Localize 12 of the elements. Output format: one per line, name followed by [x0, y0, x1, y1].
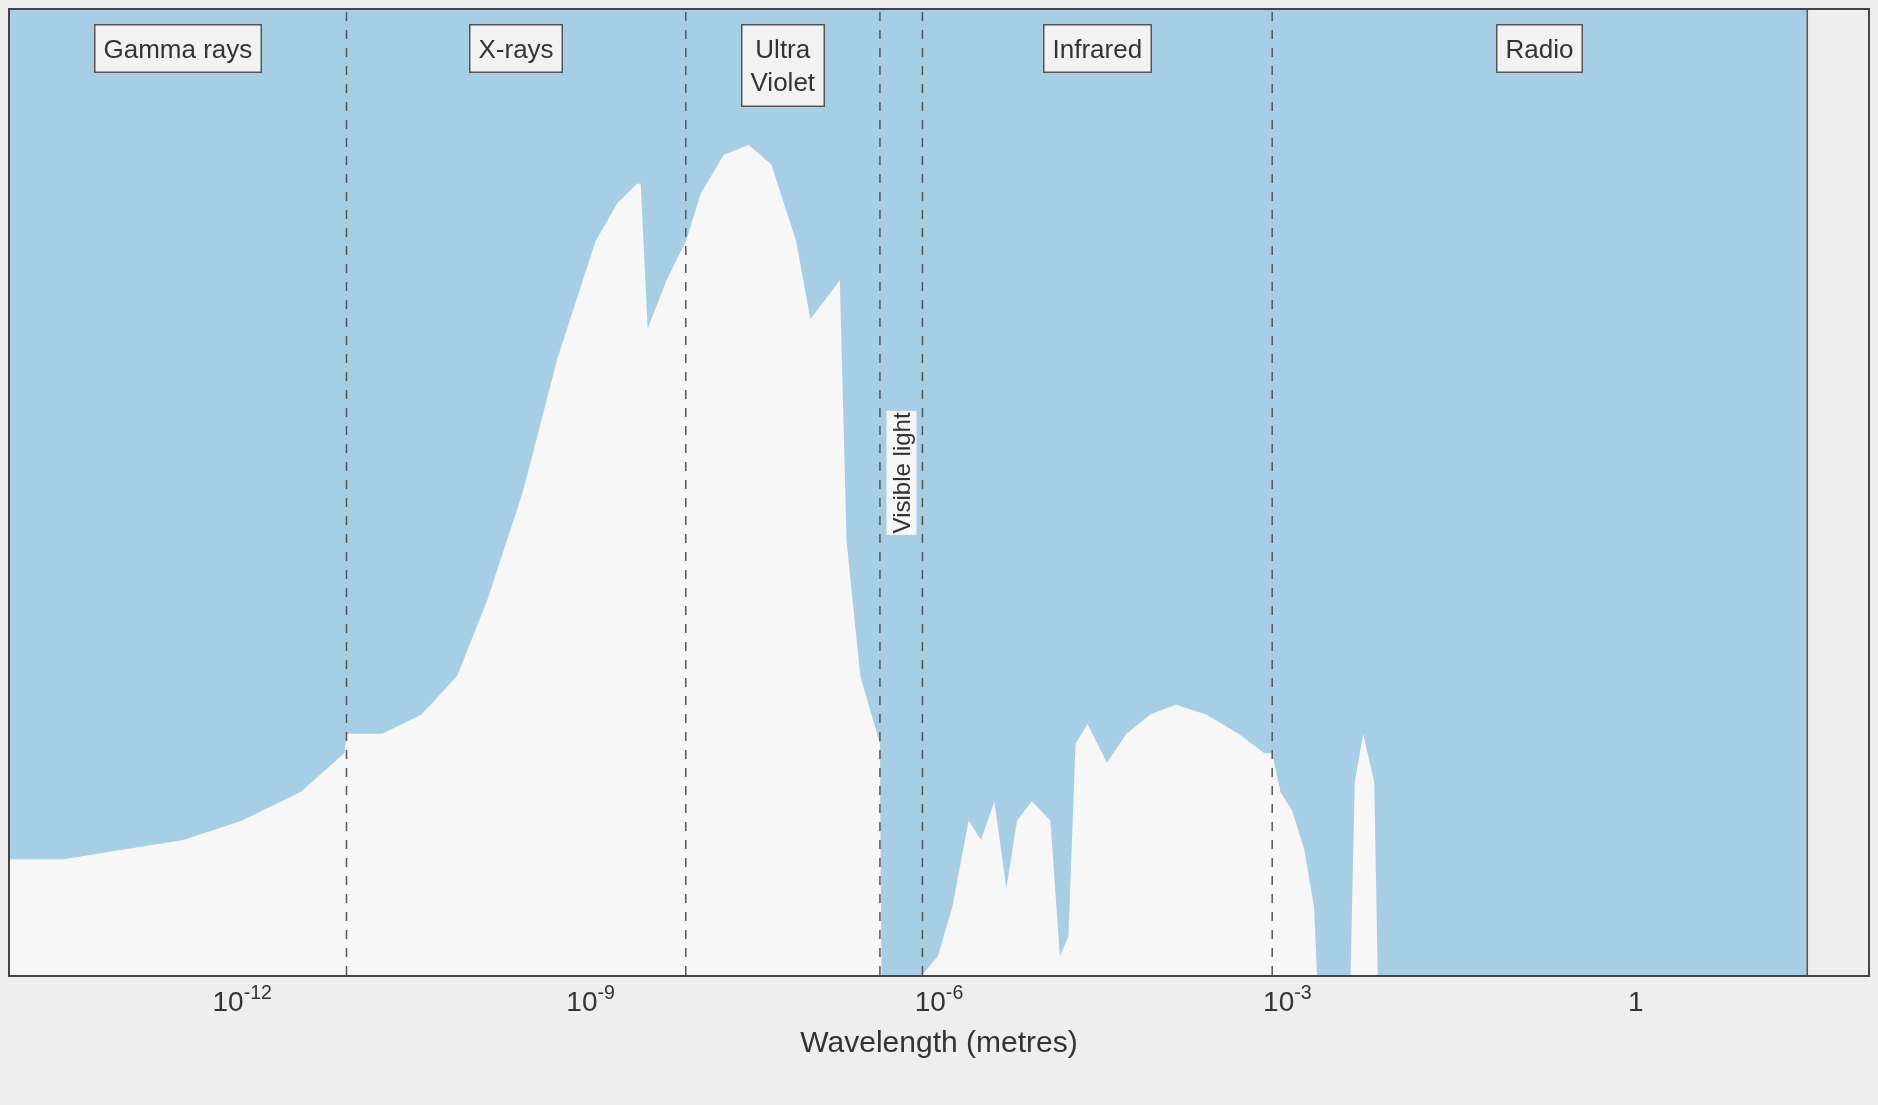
x-tick-label: 10$^{-12}$	[212, 980, 272, 1017]
x-tick-label: 10$^{-6}$	[914, 980, 964, 1017]
annotation: X-rays	[478, 33, 554, 64]
x-tick-label: 10$^{-9}$	[566, 980, 615, 1017]
x-tick-label: 10$^{-3}$	[1263, 980, 1312, 1017]
annotation: Ultra Violet	[750, 33, 816, 98]
annotation: Infrared	[1052, 33, 1143, 64]
annotation: Gamma rays	[103, 33, 253, 64]
x-tick-label: 1	[1627, 985, 1644, 1017]
x-axis-title: Wavelength (metres)	[800, 1024, 1078, 1058]
annotation: Radio	[1505, 33, 1574, 64]
annotation: Visible light	[887, 412, 915, 534]
